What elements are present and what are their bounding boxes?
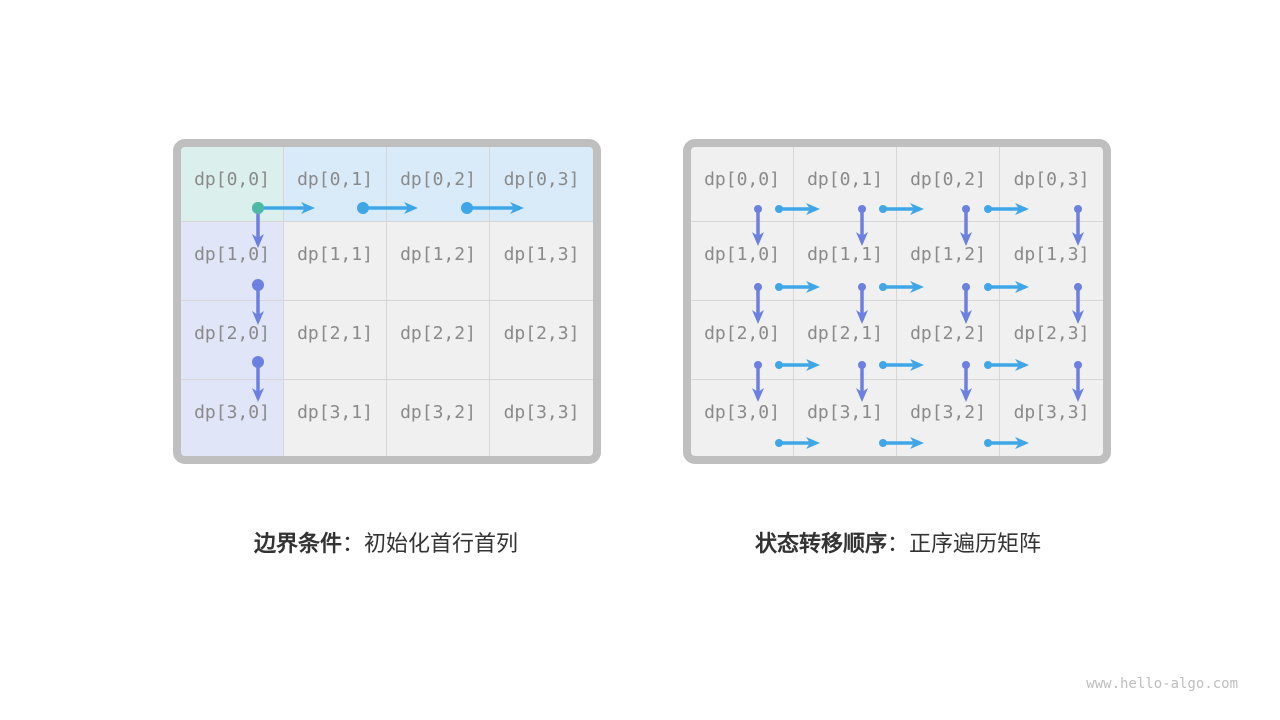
grid-cell: dp[2,0] [181, 301, 284, 380]
grid-cell: dp[3,0] [691, 380, 794, 456]
grid-cell: dp[0,2] [387, 147, 490, 222]
grid-cell: dp[3,3] [503, 402, 580, 423]
grid-cell: dp[1,2] [897, 222, 1000, 301]
grid-cell: dp[3,2] [897, 380, 1000, 456]
caption-transition-title: 状态转移顺序 [754, 532, 887, 557]
caption-boundary-title: 边界条件 [253, 532, 342, 557]
grid-cell: dp[0,0] [181, 147, 284, 222]
grid-cell: dp[2,2] [387, 301, 490, 380]
grid-cell: dp[3,3] [1013, 402, 1090, 423]
grid-cell: dp[1,3] [1000, 222, 1103, 301]
grid-cell: dp[2,0] [691, 301, 794, 380]
caption-transition: 状态转移顺序：正序遍历矩阵 [755, 526, 1041, 558]
grid-cell: dp[0,1] [284, 147, 387, 222]
grid-cell: dp[1,1] [794, 222, 897, 301]
grid-cell: dp[2,1] [794, 301, 897, 380]
grid-cell: dp[0,1] [794, 147, 897, 222]
grid-cell: dp[3,1] [284, 380, 387, 456]
grid-cell: dp[0,2] [897, 147, 1000, 222]
grid-cell: dp[1,3] [490, 222, 593, 301]
grid-cell: dp[2,3] [1000, 301, 1103, 380]
grid-cell: dp[0,3] [490, 147, 593, 222]
caption-boundary-text: ：初始化首行首列 [342, 532, 519, 557]
grid-cell: dp[3,2] [387, 380, 490, 456]
grid-cell: dp[1,0] [691, 222, 794, 301]
grid-cell: dp[1,0] [181, 222, 284, 301]
grid-cell: dp[3,0] [181, 380, 284, 456]
grid-cell: dp[1,2] [387, 222, 490, 301]
caption-boundary: 边界条件：初始化首行首列 [254, 526, 518, 558]
boundary-grid: dp[0,0] dp[0,1] dp[0,2] dp[0,3] dp[1,0] dp[1,… [173, 139, 601, 464]
grid-cell: dp[2,3] [490, 301, 593, 380]
grid-cell: dp[3,1] [794, 380, 897, 456]
grid-cell: dp[0,3] [1000, 147, 1103, 222]
grid-cell: dp[2,1] [284, 301, 387, 380]
grid-cell: dp[2,2] [897, 301, 1000, 380]
grid-cell: dp[1,1] [284, 222, 387, 301]
watermark: www.hello-algo.com [1086, 676, 1238, 692]
grid-cell: dp[0,0] [691, 147, 794, 222]
caption-transition-text: ：正序遍历矩阵 [887, 532, 1042, 557]
transition-grid: dp[0,0] dp[0,1] dp[0,2] dp[0,3] dp[1,0] dp[1,… [683, 139, 1111, 464]
